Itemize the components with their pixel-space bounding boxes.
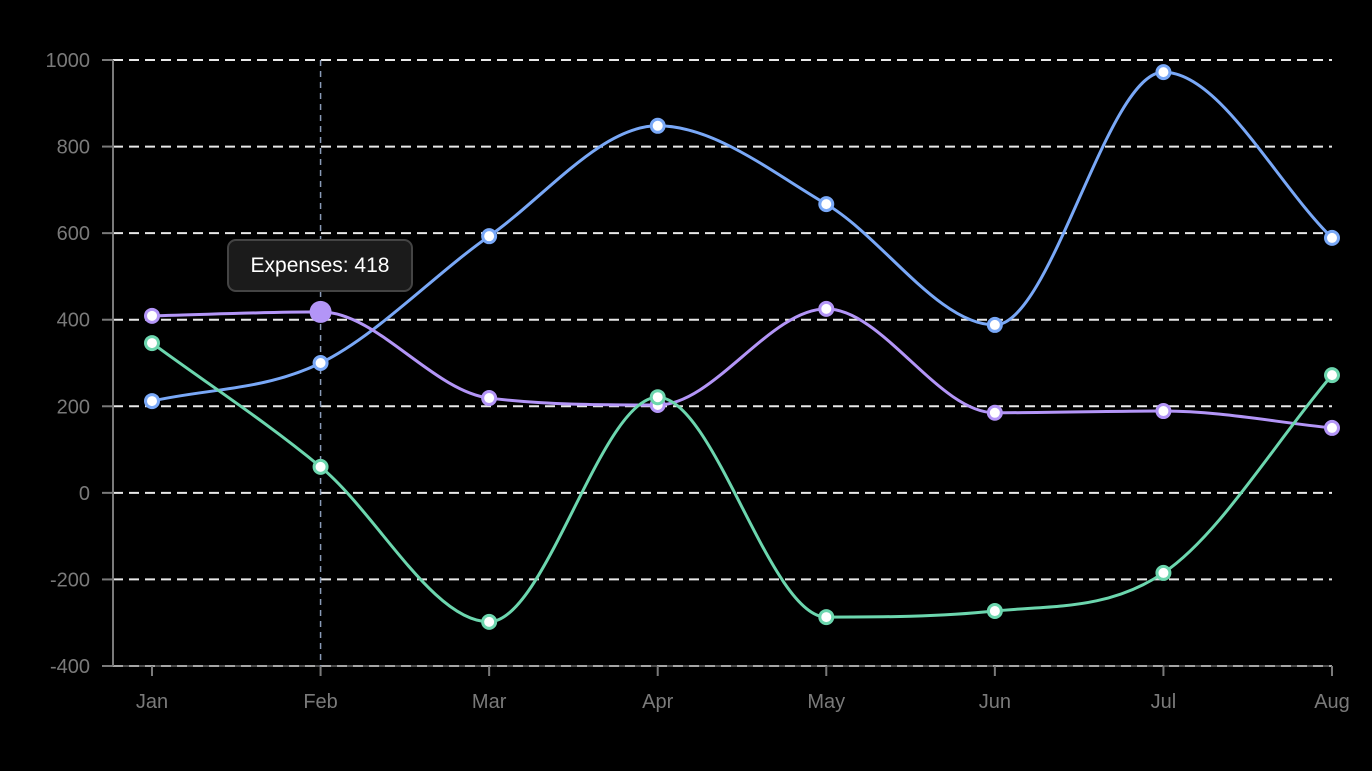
data-point (1155, 64, 1172, 81)
data-point (481, 390, 498, 407)
data-point (986, 603, 1003, 620)
series-lines (144, 64, 1340, 630)
data-point (986, 404, 1003, 421)
data-point (1324, 229, 1340, 246)
series-line (151, 341, 1334, 624)
hovered-point (309, 300, 332, 323)
grid-lines (113, 59, 1332, 667)
x-tick-label: Feb (303, 691, 337, 713)
y-tick-label: 1000 (46, 50, 91, 72)
x-tick-label: Apr (642, 691, 673, 713)
series-line (151, 70, 1334, 403)
data-point (1155, 403, 1172, 420)
x-tick-label: Aug (1314, 691, 1350, 713)
data-point (649, 117, 666, 134)
data-point (1324, 419, 1340, 436)
y-tick-label: -200 (50, 569, 90, 591)
x-axis: Jan Feb Mar Apr May Jun Jul Aug (113, 665, 1350, 713)
x-tick-label: Jan (136, 691, 168, 713)
data-point (1155, 564, 1172, 581)
data-point (649, 389, 666, 406)
series-line (151, 307, 1333, 430)
data-point (986, 316, 1003, 333)
y-tick-label: 400 (57, 310, 90, 332)
data-point (144, 307, 160, 324)
x-tick-label: Jul (1151, 691, 1177, 713)
tooltip: Expenses: 418 (227, 239, 413, 292)
data-point (1324, 367, 1340, 384)
y-tick-label: 600 (57, 223, 90, 245)
x-tick-label: May (807, 691, 845, 713)
data-point (818, 609, 835, 626)
data-point (144, 393, 160, 410)
data-point (818, 300, 835, 317)
x-tick-label: Jun (979, 691, 1011, 713)
y-axis: -400 -200 0 200 400 600 800 1000 (46, 50, 114, 678)
data-point (481, 613, 498, 630)
y-tick-label: 200 (57, 396, 90, 418)
data-point (144, 335, 160, 352)
y-tick-label: -400 (50, 656, 90, 678)
x-tick-label: Mar (472, 691, 507, 713)
data-point (312, 458, 329, 475)
y-tick-label: 0 (79, 483, 90, 505)
data-point (818, 196, 835, 213)
data-point (312, 355, 329, 371)
y-tick-label: 800 (57, 137, 90, 159)
data-point (481, 228, 498, 245)
